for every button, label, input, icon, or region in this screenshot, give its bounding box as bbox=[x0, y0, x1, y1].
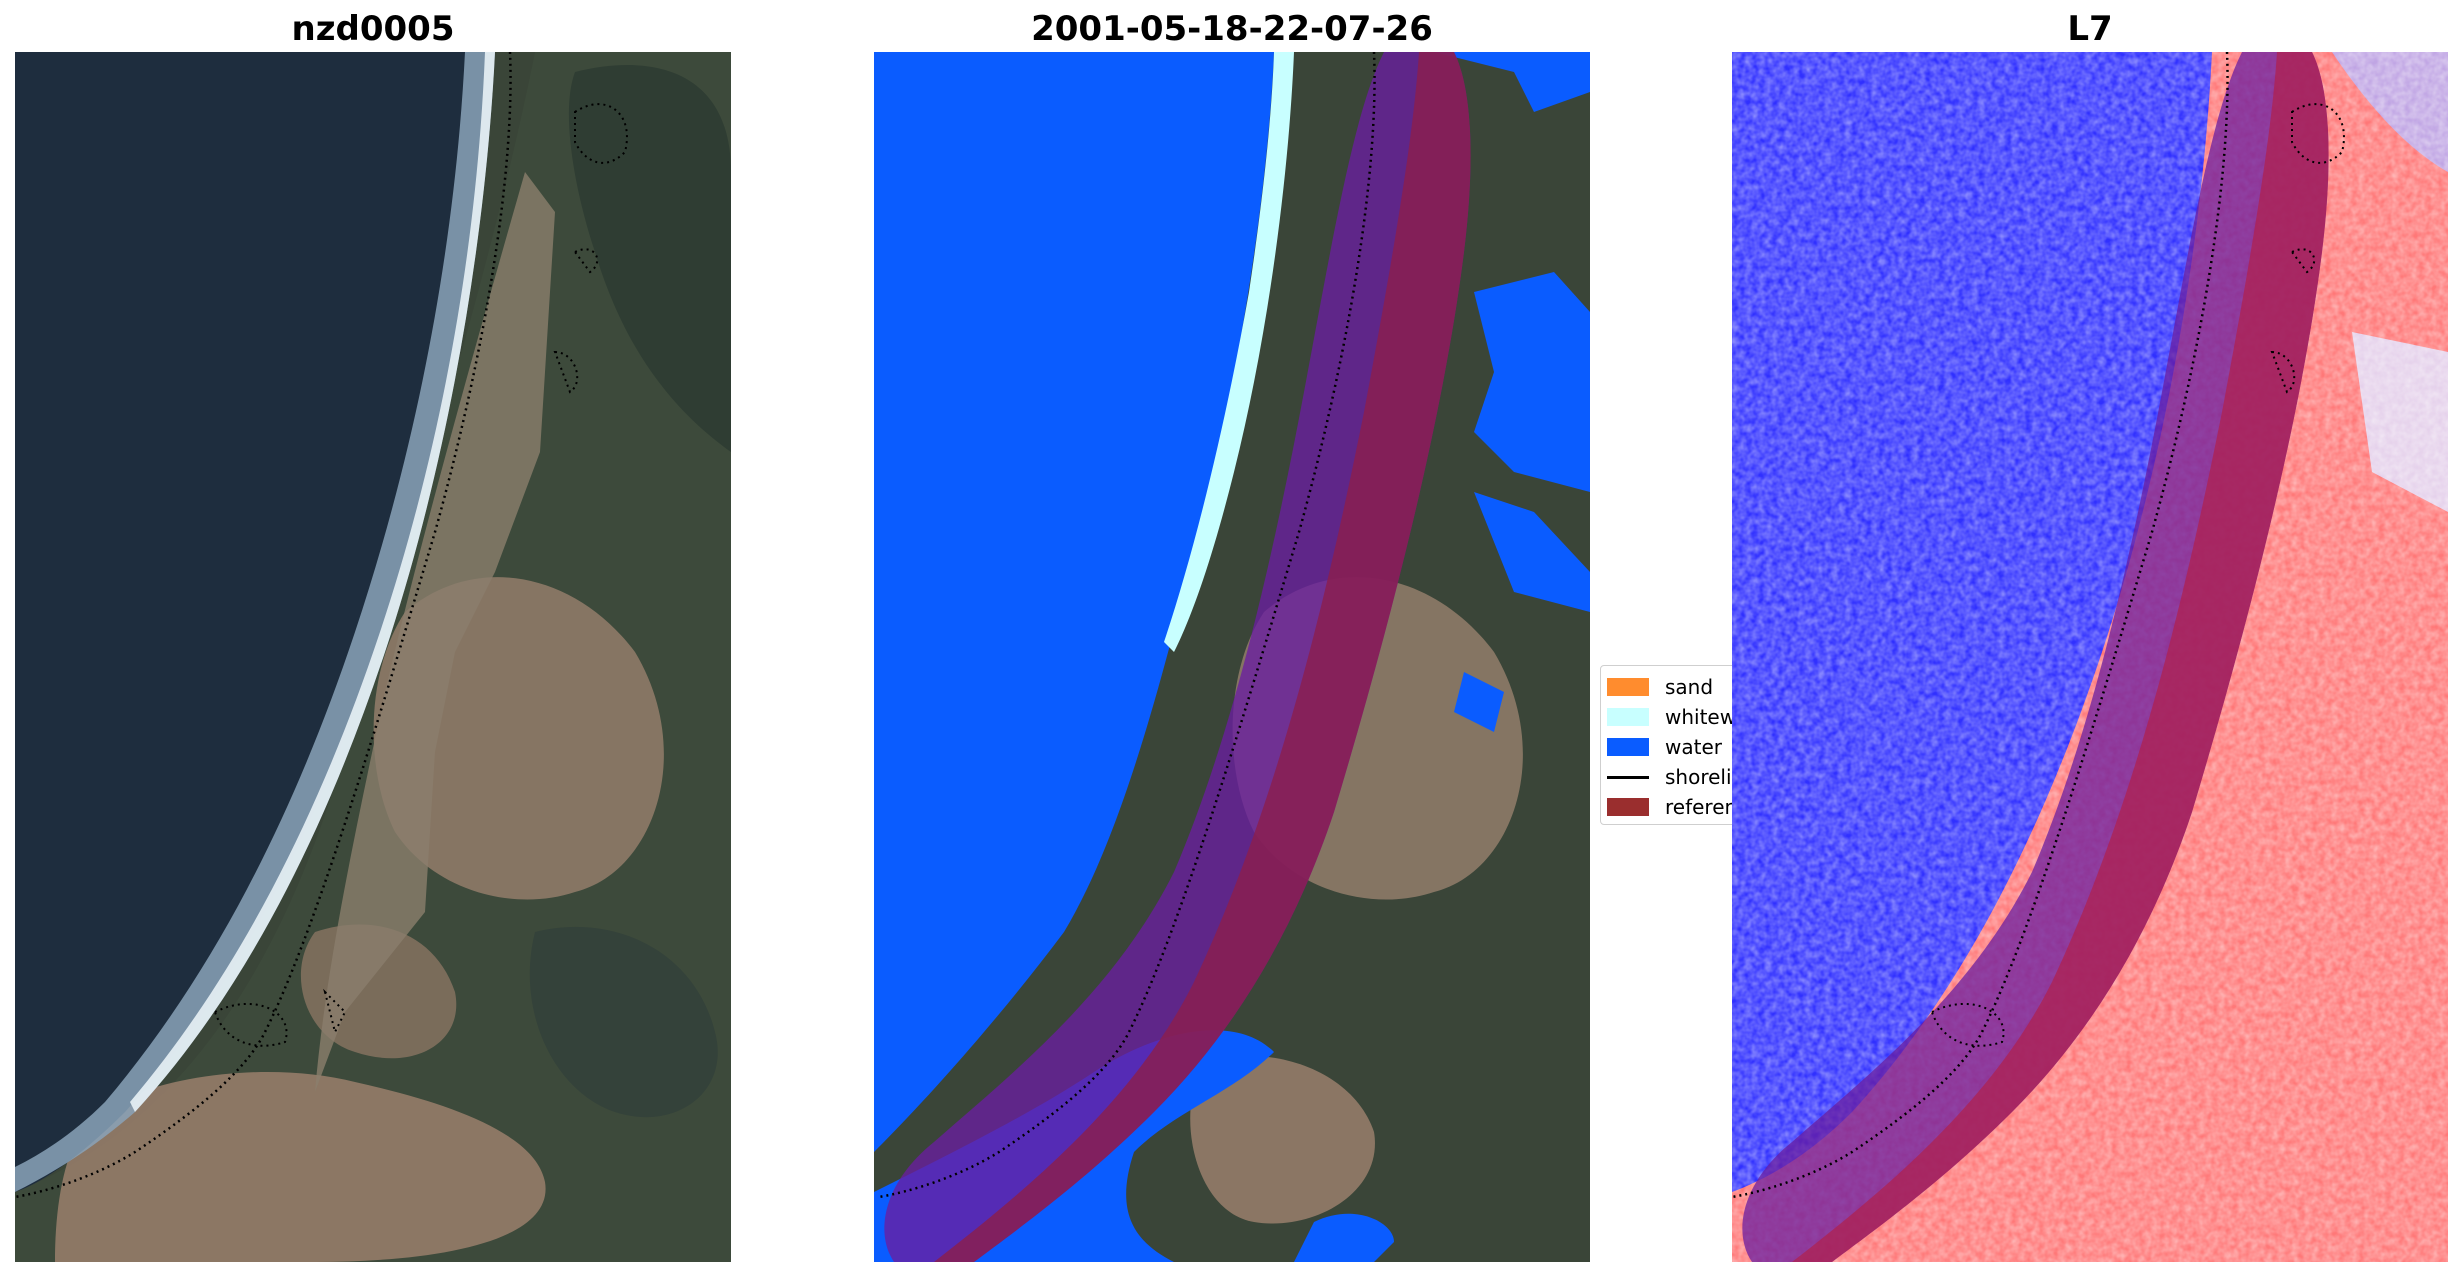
legend-item-reference: reference bbox=[1607, 792, 1739, 822]
legend-swatch-water bbox=[1607, 738, 1649, 756]
panel-title-rgb: nzd0005 bbox=[291, 9, 455, 49]
legend-item-water: water bbox=[1607, 732, 1739, 762]
legend-swatch-shoreline bbox=[1607, 775, 1649, 779]
classified-image bbox=[874, 52, 1590, 1262]
legend-item-shoreline: shoreline bbox=[1607, 762, 1739, 792]
legend-label-shoreline: shoreline bbox=[1665, 765, 1739, 789]
panel-title-index: L7 bbox=[2067, 9, 2113, 49]
legend-swatch-sand bbox=[1607, 678, 1649, 696]
panel-title-classified: 2001-05-18-22-07-26 bbox=[1031, 9, 1433, 49]
legend-label-water: water bbox=[1665, 735, 1722, 759]
classified-image-panel bbox=[874, 52, 1590, 1262]
legend-swatch-whitewater bbox=[1607, 708, 1649, 726]
rgb-image bbox=[15, 52, 731, 1262]
rgb-image-panel bbox=[15, 52, 731, 1262]
index-map-panel bbox=[1732, 52, 2448, 1262]
legend-label-sand: sand bbox=[1665, 675, 1714, 699]
legend-item-whitewater: whitewater bbox=[1607, 702, 1739, 732]
legend-label-whitewater: whitewater bbox=[1665, 705, 1739, 729]
legend-item-sand: sand bbox=[1607, 672, 1739, 702]
index-map bbox=[1732, 52, 2448, 1262]
legend: sand whitewater water shoreline referenc… bbox=[1600, 665, 1740, 825]
legend-label-reference: reference bbox=[1665, 795, 1739, 819]
legend-swatch-reference bbox=[1607, 798, 1649, 816]
